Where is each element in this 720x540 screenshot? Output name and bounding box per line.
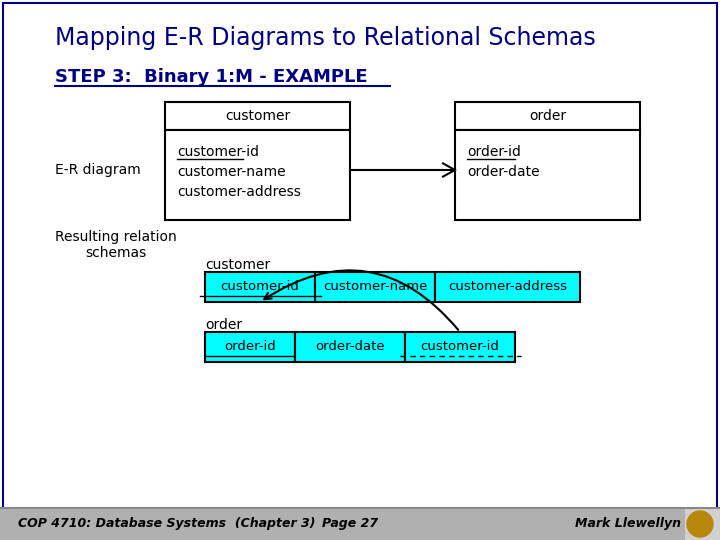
Text: COP 4710: Database Systems  (Chapter 3): COP 4710: Database Systems (Chapter 3) [18, 517, 315, 530]
Bar [435, 272, 580, 302]
Bar [205, 332, 295, 362]
Text: Mark Llewellyn: Mark Llewellyn [575, 517, 681, 530]
Text: Page 27: Page 27 [322, 517, 378, 530]
Bar [315, 272, 435, 302]
Bar [455, 130, 640, 220]
Bar [165, 102, 350, 130]
Text: customer-address: customer-address [177, 185, 301, 199]
Text: order-id: order-id [224, 341, 276, 354]
Text: customer-id: customer-id [220, 280, 300, 294]
Text: STEP 3:  Binary 1:M - EXAMPLE: STEP 3: Binary 1:M - EXAMPLE [55, 68, 368, 86]
Text: customer: customer [205, 258, 270, 272]
Bar [295, 332, 405, 362]
Bar [455, 102, 640, 130]
Text: order: order [529, 109, 566, 123]
Bar [0, 508, 720, 540]
Bar [685, 508, 720, 540]
Text: customer: customer [225, 109, 290, 123]
Text: order: order [205, 318, 242, 332]
Text: order-date: order-date [467, 165, 539, 179]
Text: customer-address: customer-address [448, 280, 567, 294]
Bar [165, 130, 350, 220]
FancyArrowPatch shape [264, 271, 458, 330]
Text: order-date: order-date [315, 341, 384, 354]
Text: Resulting relation
schemas: Resulting relation schemas [55, 230, 176, 260]
Text: customer-id: customer-id [177, 145, 259, 159]
Text: customer-name: customer-name [323, 280, 427, 294]
Text: customer-id: customer-id [420, 341, 500, 354]
Bar [405, 332, 515, 362]
Circle shape [687, 511, 713, 537]
Text: customer-name: customer-name [177, 165, 286, 179]
Text: Mapping E-R Diagrams to Relational Schemas: Mapping E-R Diagrams to Relational Schem… [55, 26, 595, 50]
Bar [205, 272, 315, 302]
Text: E-R diagram: E-R diagram [55, 163, 140, 177]
Text: order-id: order-id [467, 145, 521, 159]
